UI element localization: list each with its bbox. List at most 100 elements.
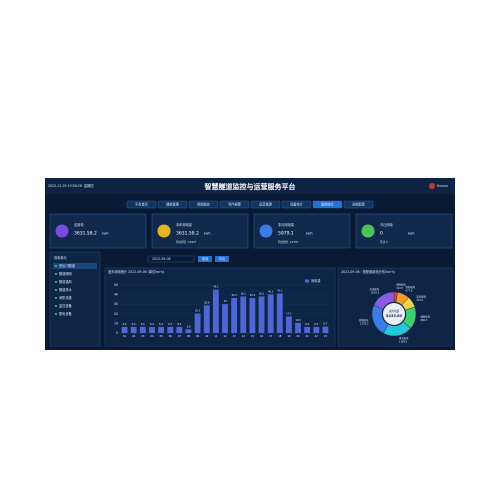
bar-value-label: 6.4 <box>132 323 136 326</box>
date-value[interactable]: 2022-09-06 <box>152 257 171 261</box>
sidebar-label[interactable]: 隧道通风 <box>59 279 73 284</box>
x-tick-label: 19 <box>287 335 291 338</box>
bar-value-label: 6.4 <box>123 323 127 326</box>
bar <box>212 289 219 333</box>
kpi-sub: 同比增长 1.0927 <box>176 240 197 244</box>
kpi-label: 总用电 <box>74 222 84 227</box>
kpi-icon <box>157 224 171 238</box>
x-tick-label: 20 <box>297 335 301 338</box>
slice-label: 消防配电 <box>406 285 416 289</box>
nav-label[interactable]: 事件报警 <box>228 202 242 207</box>
nav-label[interactable]: 平台首页 <box>135 202 148 207</box>
kpi-icon <box>259 224 273 238</box>
x-tick-label: 01 <box>123 335 127 338</box>
bar <box>276 293 283 333</box>
x-tick-label: 23 <box>324 335 328 338</box>
sidebar-dot <box>55 297 57 299</box>
sidebar-label[interactable]: 进出口隧道 <box>59 263 76 268</box>
bar-value-label: 40.3 <box>268 290 274 293</box>
bar <box>258 296 265 333</box>
bar <box>130 326 137 333</box>
nav-button[interactable] <box>343 200 374 209</box>
bar-value-label: 28.9 <box>204 301 210 304</box>
sidebar-label[interactable]: 配电设备 <box>59 311 73 316</box>
kpi-unit: kwh <box>102 232 108 236</box>
bar-value-label: 41.1 <box>277 290 283 293</box>
top-bar <box>45 178 455 194</box>
y-tick-label: 10 <box>114 321 118 325</box>
bar <box>267 294 274 333</box>
export-label[interactable]: 导出 <box>219 256 225 261</box>
bar-value-label: 6.4 <box>177 323 181 326</box>
weekday: 星期四 <box>84 183 94 188</box>
bar <box>249 298 256 333</box>
sidebar-label[interactable]: 隧道排水 <box>59 287 73 292</box>
slice-value: 143.5 <box>396 287 403 290</box>
bar-value-label: 17.2 <box>286 312 292 315</box>
x-tick-label: 10 <box>205 335 209 338</box>
x-tick-label: 03 <box>141 335 145 338</box>
nav-label[interactable]: 视频监控 <box>197 202 211 207</box>
bar-value-label: 6.2 <box>150 323 154 326</box>
x-tick-label: 15 <box>251 335 255 338</box>
x-tick-label: 17 <box>269 335 273 338</box>
sidebar-label[interactable]: 监控设备 <box>59 303 73 308</box>
bar-value-label: 6.4 <box>168 323 172 326</box>
kpi-label: 本年用电量 <box>176 222 193 227</box>
nav-label[interactable]: 设备统计 <box>290 202 304 207</box>
user-name[interactable]: Kunlun <box>437 184 448 188</box>
x-tick-label: 06 <box>169 335 173 338</box>
date-input[interactable] <box>147 255 195 263</box>
x-tick-label: 13 <box>233 335 237 338</box>
kpi-label: 本月用电量 <box>278 222 295 227</box>
sidebar-dot <box>55 265 57 267</box>
bar <box>240 296 247 333</box>
nav-label[interactable]: 运营管理 <box>259 202 273 207</box>
bar-value-label: 6.7 <box>324 323 328 326</box>
nav-button[interactable] <box>219 200 250 209</box>
user-avatar[interactable] <box>429 183 435 189</box>
nav-button[interactable] <box>126 200 157 209</box>
kpi-value: 5979.1 <box>278 231 294 237</box>
query-label[interactable]: 查询 <box>202 256 208 261</box>
slice-label: 其他配电 <box>359 318 369 322</box>
y-tick-label: 20 <box>114 312 118 316</box>
bar <box>176 326 183 333</box>
x-tick-label: 12 <box>223 335 227 338</box>
bar-panel <box>104 267 336 347</box>
kpi-value: 3631.58.2 <box>74 231 97 237</box>
y-tick-label: 30 <box>114 302 118 306</box>
kpi-sub: 同比增长 1.8797 <box>278 240 299 244</box>
nav-button[interactable] <box>312 200 343 209</box>
y-tick-label: 0 <box>116 331 118 335</box>
bar <box>185 329 192 333</box>
sidebar-label[interactable]: 消防设施 <box>59 295 73 300</box>
nav-button[interactable] <box>157 200 188 209</box>
x-tick-label: 16 <box>260 335 264 338</box>
x-tick-label: 21 <box>306 335 310 338</box>
slice-value: 1276.3 <box>360 323 369 326</box>
slice-label: 应急配电 <box>370 287 380 291</box>
sidebar-item[interactable] <box>53 263 97 269</box>
kpi-sub: 环比 0 <box>380 240 388 244</box>
bar-title: 逐天用电统计 2022-09-06 (单位kw·h) <box>108 269 164 274</box>
sidebar-dot <box>55 289 57 291</box>
bar-value-label: 6.4 <box>159 323 163 326</box>
query-button[interactable] <box>198 256 212 262</box>
nav-label[interactable]: 系统配置 <box>352 202 365 207</box>
nav-button[interactable] <box>281 200 312 209</box>
sidebar-dot <box>55 281 57 283</box>
legend-swatch <box>305 279 309 283</box>
bar-value-label: 38.1 <box>259 292 265 295</box>
nav-label[interactable]: 隧道管理 <box>166 202 180 207</box>
x-tick-label: 02 <box>132 335 136 338</box>
sidebar-label[interactable]: 隧道照明 <box>59 271 72 276</box>
bar-value-label: 6.4 <box>314 323 318 326</box>
slice-label: 照明配电 <box>396 283 406 287</box>
x-tick-label: 22 <box>315 335 319 338</box>
nav-button[interactable] <box>250 200 281 209</box>
nav-button[interactable] <box>188 200 219 209</box>
nav-label[interactable]: 能耗统计 <box>321 202 335 207</box>
export-button[interactable] <box>215 256 229 262</box>
